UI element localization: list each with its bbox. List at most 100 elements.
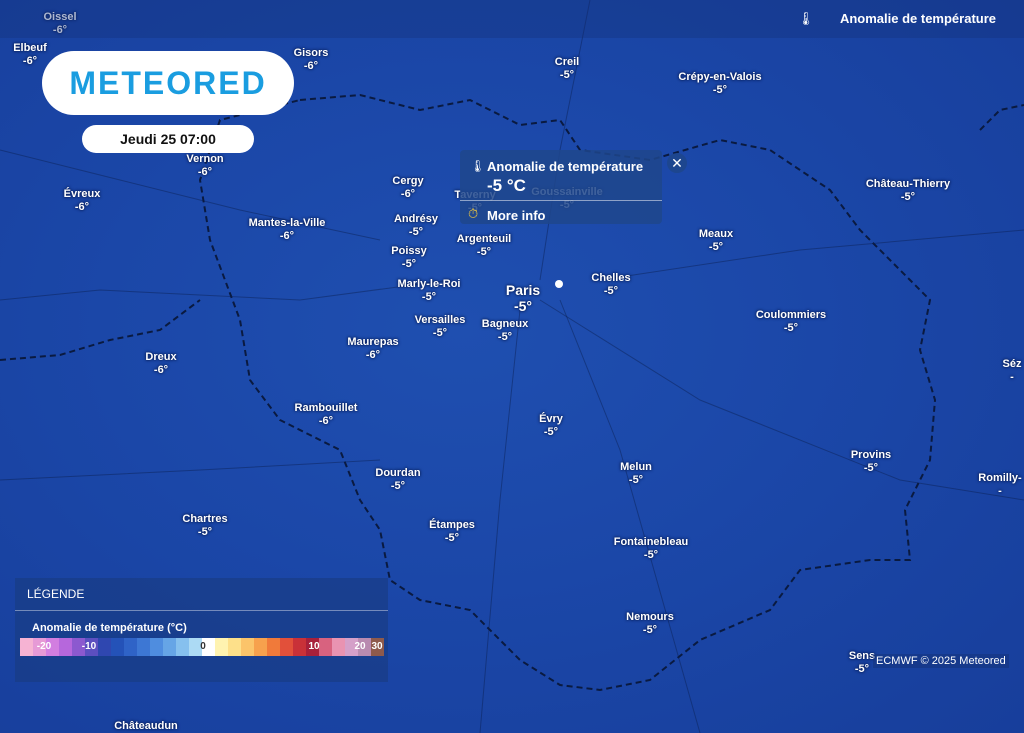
city-label[interactable]: Romilly- - bbox=[978, 472, 1021, 498]
city-temp: -5° bbox=[432, 327, 448, 339]
legend-swatch bbox=[46, 638, 59, 656]
city-name: Melun bbox=[620, 461, 652, 473]
city-name: Chartres bbox=[182, 513, 228, 525]
close-button[interactable]: ✕ bbox=[667, 153, 687, 173]
city-temp: -5° bbox=[408, 226, 424, 238]
city-label[interactable]: Évreux -6° bbox=[64, 188, 101, 214]
city-name: Gisors bbox=[293, 47, 329, 59]
city-label[interactable]: Cergy -6° bbox=[392, 175, 423, 201]
city-name: Dreux bbox=[145, 351, 177, 363]
date-pill[interactable]: Jeudi 25 07:00 bbox=[82, 125, 254, 153]
city-label[interactable]: Provins -5° bbox=[851, 449, 891, 475]
popup-title: Anomalie de température bbox=[487, 159, 644, 174]
city-name: Chelles bbox=[591, 272, 631, 284]
city-label[interactable]: Sens -5° bbox=[849, 650, 875, 676]
city-label[interactable]: Bagneux -5° bbox=[482, 318, 528, 344]
logo[interactable]: METEORED bbox=[42, 51, 294, 115]
legend-swatch bbox=[124, 638, 137, 656]
city-label[interactable]: Étampes -5° bbox=[429, 519, 475, 545]
popup-value: -5 °C bbox=[487, 176, 526, 195]
city-temp: -6° bbox=[318, 415, 334, 427]
city-temp: -5° bbox=[900, 191, 916, 203]
city-temp: -5° bbox=[783, 322, 799, 334]
legend: LÉGENDE Anomalie de température (°C) -20… bbox=[15, 578, 388, 682]
city-temp: -5° bbox=[497, 331, 513, 343]
city-temp: -5° bbox=[863, 462, 879, 474]
city-name: Sens bbox=[848, 650, 876, 662]
city-name: Romilly- bbox=[978, 472, 1022, 484]
city-temp: -5° bbox=[197, 526, 213, 538]
legend-swatch bbox=[111, 638, 124, 656]
legend-swatch bbox=[371, 638, 384, 656]
legend-swatch bbox=[202, 638, 215, 656]
city-label[interactable]: Coulommiers -5° bbox=[756, 309, 826, 335]
city-temp: - bbox=[998, 485, 1002, 497]
city-temp: -5° bbox=[628, 474, 644, 486]
legend-swatch bbox=[176, 638, 189, 656]
city-label[interactable]: Rambouillet -6° bbox=[295, 402, 358, 428]
city-label[interactable]: Oissel -6° bbox=[43, 11, 76, 37]
city-label[interactable]: Fontainebleau -5° bbox=[614, 536, 689, 562]
city-label[interactable]: Elbeuf -6° bbox=[13, 42, 47, 68]
city-temp: -5° bbox=[421, 291, 437, 303]
city-label[interactable]: Séz - bbox=[1003, 358, 1022, 384]
city-label[interactable]: Argenteuil -5° bbox=[457, 233, 511, 259]
legend-label: 10 bbox=[308, 641, 320, 652]
thermometer-icon: 🌡 bbox=[470, 159, 486, 173]
thermometer-icon: 🌡 bbox=[797, 11, 814, 26]
legend-swatch bbox=[293, 638, 306, 656]
city-temp: -6° bbox=[400, 188, 416, 200]
city-temp: -6° bbox=[153, 364, 169, 376]
city-label[interactable]: Vernon -6° bbox=[186, 153, 223, 179]
city-label[interactable]: Poissy -5° bbox=[391, 245, 426, 271]
city-label[interactable]: Creil -5° bbox=[555, 56, 579, 82]
city-label[interactable]: Gisors -6° bbox=[294, 47, 329, 73]
legend-swatch bbox=[358, 638, 371, 656]
city-temp: -6° bbox=[279, 230, 295, 242]
legend-label: 0 bbox=[200, 641, 206, 652]
layer-title[interactable]: Anomalie de température bbox=[839, 11, 996, 26]
city-label[interactable]: Évry -5° bbox=[539, 413, 563, 439]
city-label[interactable]: Dourdan -5° bbox=[375, 467, 420, 493]
city-label[interactable]: Dreux -6° bbox=[145, 351, 176, 377]
city-name: Marly-le-Roi bbox=[397, 278, 461, 290]
city-temp: -5° bbox=[712, 84, 728, 96]
legend-swatch bbox=[319, 638, 332, 656]
city-temp: -5° bbox=[559, 69, 575, 81]
city-label[interactable]: Nemours -5° bbox=[626, 611, 674, 637]
city-name: Oissel bbox=[43, 11, 77, 23]
legend-label: -20 bbox=[36, 641, 52, 652]
top-bar: 🌡 Anomalie de température bbox=[0, 0, 1024, 38]
legend-swatch bbox=[85, 638, 98, 656]
city-name: Bagneux bbox=[481, 318, 529, 330]
city-label[interactable]: Andrésy -5° bbox=[394, 213, 438, 239]
legend-swatch bbox=[267, 638, 280, 656]
city-label[interactable]: Versailles -5° bbox=[415, 314, 466, 340]
city-label[interactable]: Crépy-en-Valois -5° bbox=[678, 71, 761, 97]
city-name: Meaux bbox=[698, 228, 734, 240]
city-label[interactable]: Meaux -5° bbox=[699, 228, 733, 254]
city-temp: -6° bbox=[22, 55, 38, 67]
legend-swatch bbox=[228, 638, 241, 656]
city-name: Crépy-en-Valois bbox=[678, 71, 762, 83]
city-temp: -5° bbox=[603, 285, 619, 297]
city-label[interactable]: Paris -5° bbox=[506, 282, 540, 314]
more-info-link[interactable]: More info bbox=[487, 208, 546, 223]
city-name: Argenteuil bbox=[456, 233, 512, 245]
city-name: Cergy bbox=[392, 175, 424, 187]
legend-swatch bbox=[150, 638, 163, 656]
city-label[interactable]: Marly-le-Roi -5° bbox=[398, 278, 461, 304]
legend-color-bar bbox=[20, 638, 384, 656]
city-name: Château-Thierry bbox=[865, 178, 951, 190]
city-name: Andrésy bbox=[393, 213, 439, 225]
legend-title[interactable]: LÉGENDE bbox=[27, 587, 85, 601]
city-label[interactable]: Melun -5° bbox=[620, 461, 652, 487]
city-label[interactable]: Chartres -5° bbox=[182, 513, 227, 539]
popup: 🌡 Anomalie de température -5 °C ⏱ More i… bbox=[460, 150, 662, 224]
city-label[interactable]: Châteaudun bbox=[114, 720, 178, 733]
city-label[interactable]: Chelles -5° bbox=[591, 272, 630, 298]
city-label[interactable]: Mantes-la-Ville -6° bbox=[249, 217, 326, 243]
city-label[interactable]: Château-Thierry -5° bbox=[866, 178, 950, 204]
city-label[interactable]: Maurepas -6° bbox=[347, 336, 398, 362]
